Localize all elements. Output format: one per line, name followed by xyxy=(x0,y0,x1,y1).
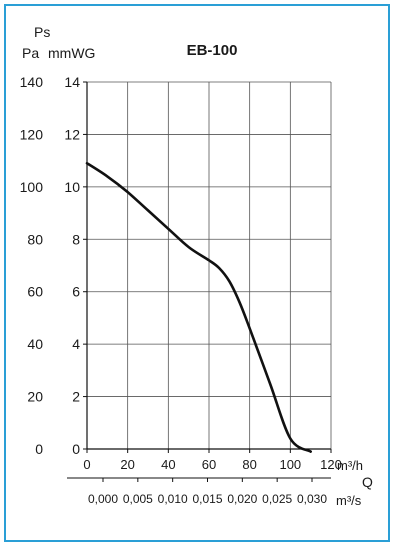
m3h-tick-label: 120 xyxy=(320,457,342,472)
mmwg-tick-label: 10 xyxy=(64,179,80,195)
mmwg-tick-label: 2 xyxy=(72,389,80,405)
m3s-tick-label: 0,010 xyxy=(158,492,188,506)
y-unit-mmwg: mmWG xyxy=(48,45,95,61)
pa-tick-label: 120 xyxy=(20,126,44,142)
m3s-tick-label: 0,005 xyxy=(123,492,153,506)
pa-tick-label: 100 xyxy=(20,179,44,195)
chart-frame xyxy=(4,4,390,542)
pa-tick-label: 20 xyxy=(27,389,43,405)
y-unit-pa: Pa xyxy=(22,45,39,61)
chart-title: EB-100 xyxy=(187,42,238,59)
curve-layer xyxy=(85,162,312,453)
m3h-tick-label: 80 xyxy=(242,457,256,472)
m3h-tick-label: 60 xyxy=(202,457,216,472)
m3h-tick-label: 40 xyxy=(161,457,175,472)
m3s-tick-label: 0,020 xyxy=(227,492,257,506)
mmwg-tick-label: 0 xyxy=(72,441,80,457)
pa-tick-label: 60 xyxy=(27,284,43,300)
m3s-tick-label: 0,030 xyxy=(297,492,327,506)
mmwg-tick-label: 14 xyxy=(64,74,80,90)
mmwg-tick-label: 12 xyxy=(64,126,80,142)
pa-tick-label: 140 xyxy=(20,74,44,90)
x-unit-m3h: m³/h xyxy=(337,458,363,473)
m3s-tick-label: 0,025 xyxy=(262,492,292,506)
fan-curve-line xyxy=(85,162,312,453)
m3h-tick-label: 0 xyxy=(83,457,90,472)
y-label-ps: Ps xyxy=(34,24,50,40)
mmwg-tick-label: 4 xyxy=(72,336,80,352)
grid-lines xyxy=(87,81,332,449)
pa-tick-label: 0 xyxy=(35,441,43,457)
axes xyxy=(67,81,332,482)
m3h-tick-label: 20 xyxy=(120,457,134,472)
mmwg-tick-label: 6 xyxy=(72,284,80,300)
m3s-tick-label: 0,000 xyxy=(88,492,118,506)
pa-tick-label: 40 xyxy=(27,336,43,352)
m3h-tick-label: 100 xyxy=(279,457,301,472)
x-unit-m3s: m³/s xyxy=(336,493,362,508)
mmwg-tick-label: 8 xyxy=(72,231,80,247)
pa-tick-label: 80 xyxy=(27,231,43,247)
m3s-tick-label: 0,015 xyxy=(192,492,222,506)
x-label-q: Q xyxy=(362,474,373,490)
